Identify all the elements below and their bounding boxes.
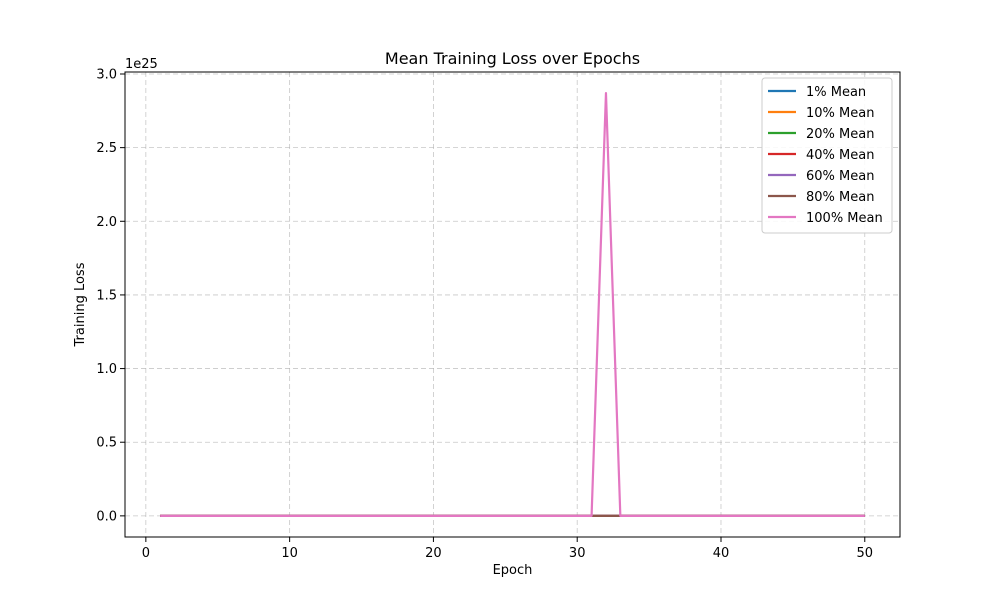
x-tick-label: 10 bbox=[281, 546, 298, 561]
grid bbox=[125, 72, 900, 537]
x-tick-label: 20 bbox=[425, 546, 442, 561]
legend-entry: 100% Mean bbox=[806, 211, 883, 226]
x-tick-label: 30 bbox=[569, 546, 586, 561]
chart-title: Mean Training Loss over Epochs bbox=[385, 49, 640, 68]
plot-frame bbox=[124, 71, 901, 538]
y-axis-label: Training Loss bbox=[73, 262, 88, 347]
legend-entry: 10% Mean bbox=[806, 106, 874, 121]
legend-box bbox=[761, 77, 893, 234]
y-axis-ticks: 0.0 0.5 1.0 1.5 2.0 2.5 3.0 bbox=[96, 67, 125, 524]
x-tick-label: 40 bbox=[713, 546, 730, 561]
y-tick-label: 2.5 bbox=[96, 141, 117, 156]
x-axis-ticks: 0 10 20 30 40 50 bbox=[142, 537, 873, 561]
legend-entry: 40% Mean bbox=[806, 148, 874, 163]
y-tick-label: 1.5 bbox=[96, 288, 117, 303]
x-axis-label: Epoch bbox=[493, 563, 533, 578]
x-tick-label: 50 bbox=[856, 546, 873, 561]
legend: 1% Mean 10% Mean 20% Mean 40% Mean 60% Mean 8… bbox=[761, 77, 893, 234]
y-tick-label: 2.0 bbox=[96, 215, 117, 230]
legend-entry: 80% Mean bbox=[806, 190, 874, 205]
series-line bbox=[160, 92, 865, 517]
legend-entry: 60% Mean bbox=[806, 169, 874, 184]
legend-entry: 20% Mean bbox=[806, 127, 874, 142]
legend-entry: 1% Mean bbox=[806, 85, 866, 100]
y-axis-offset-label: 1e25 bbox=[125, 57, 158, 72]
y-tick-label: 1.0 bbox=[96, 362, 117, 377]
y-tick-label: 0.0 bbox=[96, 509, 117, 524]
x-tick-label: 0 bbox=[142, 546, 150, 561]
series-layer bbox=[160, 92, 865, 517]
y-tick-label: 3.0 bbox=[96, 67, 117, 82]
y-tick-label: 0.5 bbox=[96, 436, 117, 451]
